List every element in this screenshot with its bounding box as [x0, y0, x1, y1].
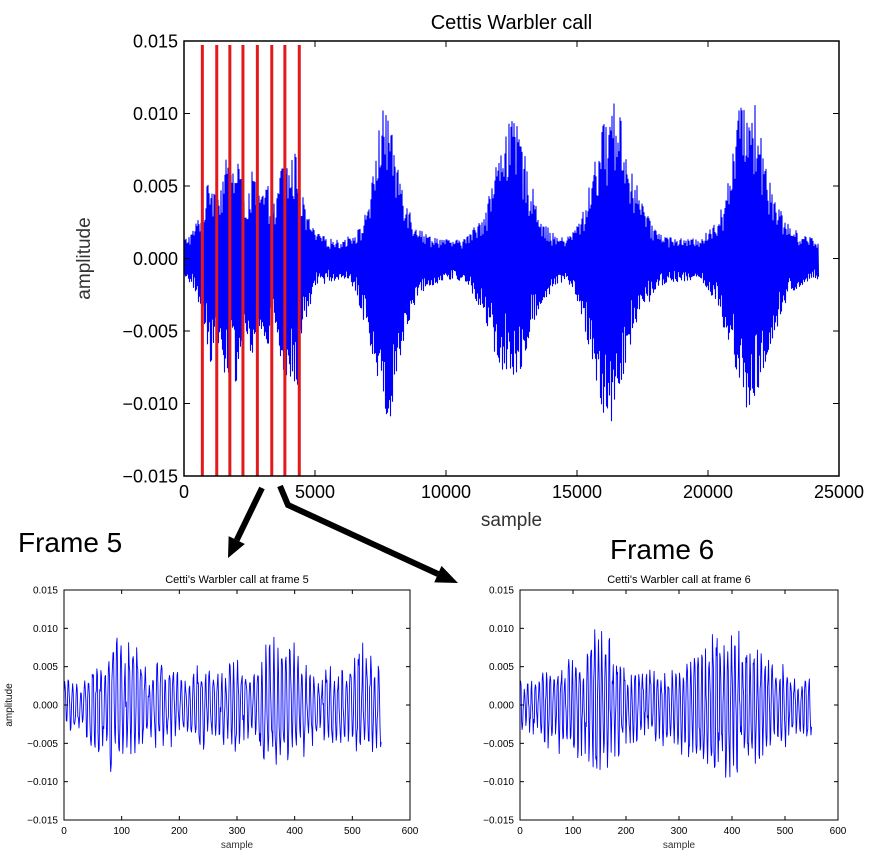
main-xtick-label: 5000: [295, 482, 335, 502]
frame6-xtick-label: 600: [830, 826, 847, 837]
frame5-xtick-label: 100: [113, 826, 130, 837]
frame5-ytick-label: 0.000: [33, 701, 58, 712]
frame6-ytick-label: 0.010: [489, 624, 514, 635]
frame6-series-line: [519, 629, 812, 778]
frame5-ylabel: amplitude: [4, 683, 15, 727]
main-series-line: [183, 103, 820, 422]
main-ylabel: amplitude: [74, 217, 95, 299]
frame5-ytick-label: 0.010: [33, 624, 58, 635]
main-ytick-label: −0.005: [122, 321, 178, 341]
main-ytick-label: −0.015: [122, 466, 178, 486]
main-chart: 0 5000 10000 15000 20000 25000 0.015 0.010 0.005…: [74, 12, 864, 531]
frame5-series-line: [63, 636, 382, 773]
frame5-xtick-label: 600: [402, 826, 419, 837]
main-ytick-label: 0.010: [133, 104, 178, 124]
main-xtick-label: 15000: [552, 482, 602, 502]
frame6-ytick-label: −0.005: [483, 739, 514, 750]
frame5-chart: 0 100 200 300 400 500 600 0.015 0.010 0.005 0.000 −…: [4, 574, 419, 851]
frame5-xlabel: sample: [221, 840, 254, 851]
frame6-xtick-label: 300: [671, 826, 688, 837]
frame5-xtick-label: 300: [229, 826, 246, 837]
frame6-label: Frame 6: [610, 534, 715, 565]
main-xlabel: sample: [481, 510, 542, 531]
frame5-ytick-label: 0.015: [33, 586, 58, 597]
frame6-arrow-shaft: [277, 484, 440, 577]
frame6-xtick-label: 500: [777, 826, 794, 837]
frame6-ytick-label: 0.000: [489, 701, 514, 712]
frame6-chart: 0 100 200 300 400 500 600 0.015 0.010 0.005 0.000 −…: [4, 574, 847, 851]
frame5-arrow-shaft: [234, 486, 265, 542]
frame5-arrow-head: [228, 536, 245, 558]
frame5-ytick-label: −0.015: [27, 816, 58, 827]
main-xtick-label: 20000: [683, 482, 733, 502]
frame5-xtick-label: 0: [61, 826, 67, 837]
frame5-ytick-label: −0.005: [27, 739, 58, 750]
frame5-title: Cetti's Warbler call at frame 5: [165, 574, 309, 586]
frame5-xtick-label: 200: [171, 826, 188, 837]
frame6-xlabel: sample: [663, 840, 696, 851]
frame6-ytick-label: −0.010: [483, 777, 514, 788]
frame5-xtick-label: 500: [344, 826, 361, 837]
main-ytick-label: 0.000: [133, 249, 178, 269]
frame5-label: Frame 5: [18, 527, 123, 558]
frame5-ytick-label: −0.010: [27, 777, 58, 788]
frame5-ytick-label: 0.005: [33, 662, 58, 673]
frame6-ytick-label: −0.015: [483, 816, 514, 827]
frame5-arrow: [228, 486, 265, 558]
frame6-xtick-label: 100: [565, 826, 582, 837]
main-ytick-label: 0.005: [133, 176, 178, 196]
main-title: Cettis Warbler call: [431, 12, 593, 34]
frame5-xtick-label: 400: [286, 826, 303, 837]
main-ytick-label: −0.010: [122, 394, 178, 414]
frame6-arrow-head: [434, 565, 458, 583]
frame6-ylabel: amplitude: [4, 683, 15, 727]
main-xtick-label: 25000: [814, 482, 864, 502]
frame6-xtick-label: 200: [618, 826, 635, 837]
frame6-ytick-label: 0.015: [489, 586, 514, 597]
frame6-title: Cetti's Warbler call at frame 6: [607, 574, 751, 586]
main-xtick-label: 0: [179, 482, 189, 502]
main-xtick-label: 10000: [421, 482, 471, 502]
main-ytick-label: 0.015: [133, 31, 178, 51]
frame6-arrow: [277, 484, 458, 583]
frame6-ytick-label: 0.005: [489, 662, 514, 673]
frame6-xtick-label: 0: [517, 826, 523, 837]
frame6-xtick-label: 400: [724, 826, 741, 837]
